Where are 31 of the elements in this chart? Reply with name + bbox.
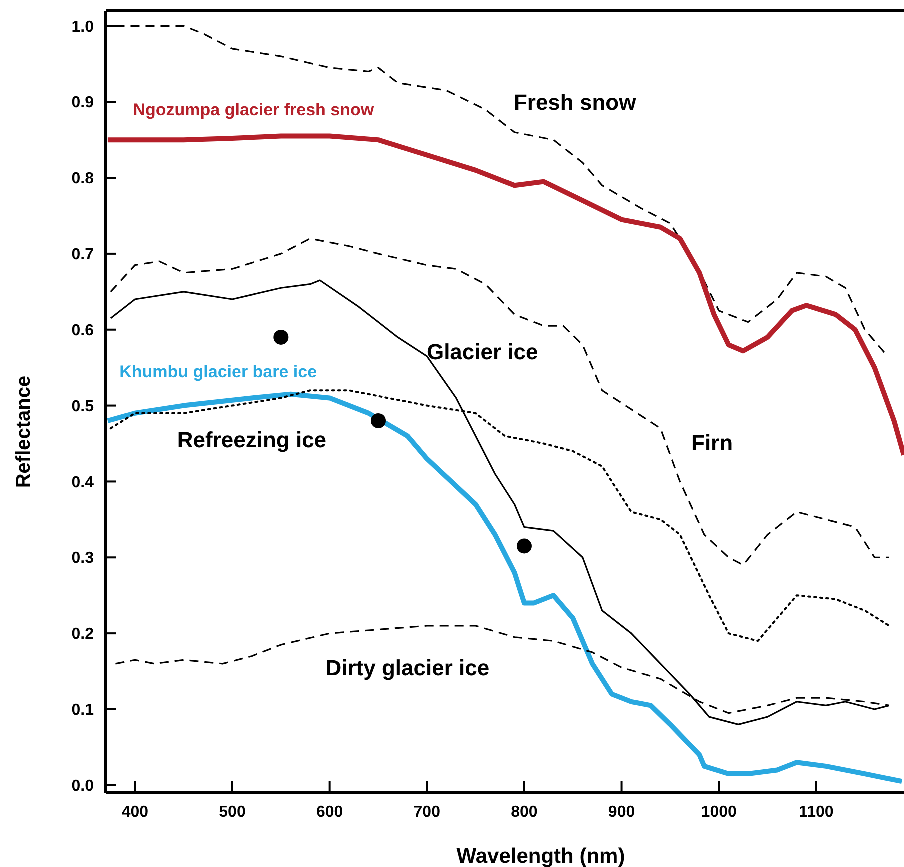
series-label: Glacier ice <box>426 340 538 365</box>
y-tick-label: 0.8 <box>72 170 94 188</box>
series-label: Refreezing ice <box>177 428 327 453</box>
series-label: Dirty glacier ice <box>326 655 490 680</box>
series-label: Fresh snow <box>514 90 638 115</box>
y-tick-label: 0.5 <box>72 398 94 416</box>
point <box>516 538 532 554</box>
y-axis-title: Reflectance <box>13 376 35 488</box>
y-tick-label: 1.0 <box>72 18 94 36</box>
y-tick-label: 0.4 <box>72 474 94 492</box>
x-tick-label: 1000 <box>701 804 737 821</box>
point <box>274 330 289 345</box>
line-series <box>110 238 890 566</box>
x-tick-label: 700 <box>414 804 441 821</box>
y-tick-label: 0.3 <box>72 550 94 568</box>
y-tick-label: 0.1 <box>72 702 94 720</box>
x-tick-label: 1100 <box>799 804 834 821</box>
y-tick-label: 0.0 <box>72 778 94 796</box>
series-label: Firn <box>692 430 734 456</box>
x-tick-label: 900 <box>608 804 636 821</box>
y-tick-label: 0.2 <box>72 626 94 644</box>
x-tick-label: 500 <box>219 804 246 821</box>
y-tick-label: 0.6 <box>72 322 94 340</box>
series-label: Khumbu glacier bare ice <box>120 362 318 382</box>
x-tick-label: 600 <box>316 804 344 821</box>
series-label: Ngozumpa glacier fresh snow <box>133 100 375 120</box>
x-tick-label: 800 <box>511 804 538 821</box>
x-tick-label: 400 <box>122 804 149 821</box>
point <box>370 413 386 428</box>
y-tick-label: 0.7 <box>72 246 94 264</box>
y-tick-label: 0.9 <box>72 94 94 112</box>
